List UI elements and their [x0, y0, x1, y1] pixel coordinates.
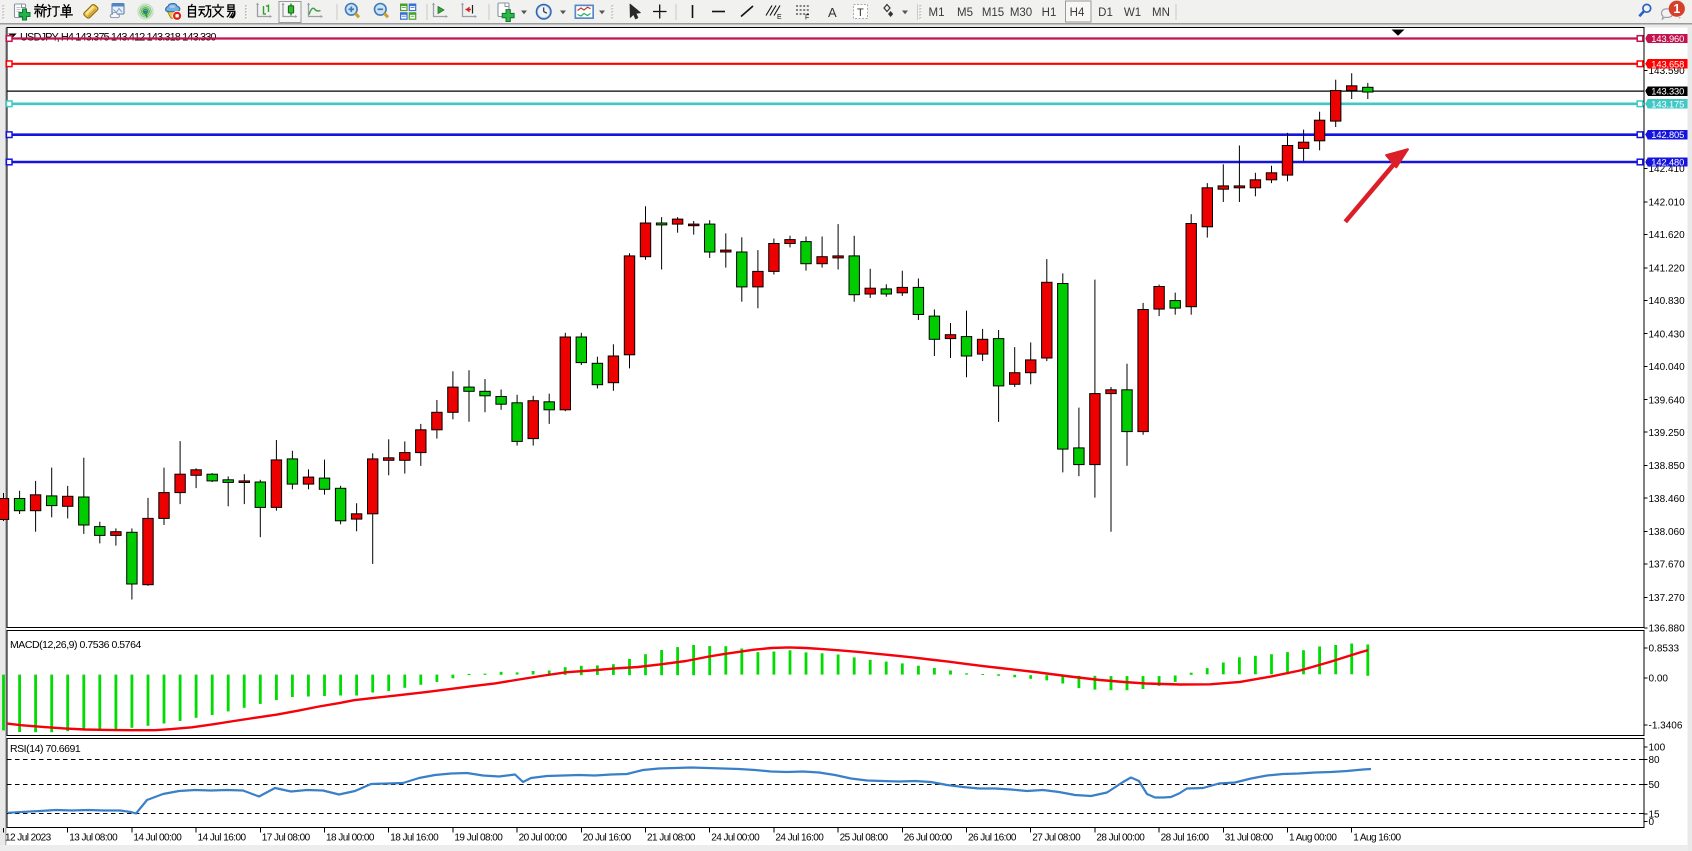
svg-text:21 Jul 08:00: 21 Jul 08:00	[647, 833, 696, 844]
svg-text:20 Jul 00:00: 20 Jul 00:00	[519, 833, 568, 844]
svg-text:0: 0	[1649, 817, 1655, 828]
svg-text:MACD(12,26,9) 0.7536 0.5764: MACD(12,26,9) 0.7536 0.5764	[10, 639, 141, 651]
svg-text:28 Jul 16:00: 28 Jul 16:00	[1161, 833, 1210, 844]
svg-text:31 Jul 08:00: 31 Jul 08:00	[1225, 833, 1274, 844]
svg-text:M5: M5	[957, 7, 973, 19]
svg-text:140.830: 140.830	[1649, 296, 1686, 307]
svg-text:D1: D1	[1098, 7, 1113, 19]
svg-text:139.250: 139.250	[1649, 428, 1686, 439]
svg-text:143.175: 143.175	[1651, 99, 1684, 109]
svg-text:100: 100	[1649, 743, 1666, 754]
svg-text:1 Aug 00:00: 1 Aug 00:00	[1289, 833, 1337, 844]
svg-text:15: 15	[1649, 810, 1661, 821]
svg-text:28 Jul 00:00: 28 Jul 00:00	[1096, 833, 1145, 844]
svg-text:142.010: 142.010	[1649, 198, 1686, 209]
svg-text:140.040: 140.040	[1649, 362, 1686, 373]
svg-text:0.00: 0.00	[1649, 674, 1669, 685]
svg-text:1: 1	[1673, 2, 1680, 16]
svg-text:139.640: 139.640	[1649, 395, 1686, 406]
svg-text:137.270: 137.270	[1649, 593, 1686, 604]
svg-text:142.410: 142.410	[1649, 164, 1686, 175]
svg-text:19 Jul 08:00: 19 Jul 08:00	[454, 833, 503, 844]
svg-text:A: A	[828, 5, 837, 20]
svg-text:27 Jul 08:00: 27 Jul 08:00	[1032, 833, 1081, 844]
svg-text:20 Jul 16:00: 20 Jul 16:00	[583, 833, 632, 844]
svg-text:24 Jul 16:00: 24 Jul 16:00	[775, 833, 824, 844]
svg-text:W1: W1	[1124, 7, 1141, 19]
svg-text:143.330: 143.330	[1651, 87, 1684, 97]
svg-text:26 Jul 16:00: 26 Jul 16:00	[968, 833, 1017, 844]
svg-text:24 Jul 00:00: 24 Jul 00:00	[711, 833, 760, 844]
svg-text:13 Jul 08:00: 13 Jul 08:00	[69, 833, 118, 844]
svg-text:18 Jul 00:00: 18 Jul 00:00	[326, 833, 375, 844]
svg-text:14 Jul 16:00: 14 Jul 16:00	[198, 833, 247, 844]
svg-text:80: 80	[1649, 755, 1661, 766]
svg-text:H1: H1	[1042, 7, 1057, 19]
svg-text:0.8533: 0.8533	[1649, 644, 1680, 655]
svg-text:142.480: 142.480	[1651, 158, 1684, 168]
svg-text:F: F	[805, 15, 809, 22]
svg-text:136.880: 136.880	[1649, 624, 1686, 635]
svg-text:18 Jul 16:00: 18 Jul 16:00	[390, 833, 439, 844]
svg-text:M15: M15	[982, 7, 1004, 19]
svg-text:H4: H4	[1070, 7, 1085, 19]
svg-text:12 Jul 2023: 12 Jul 2023	[5, 833, 52, 844]
svg-text:25 Jul 08:00: 25 Jul 08:00	[840, 833, 889, 844]
svg-text:140.430: 140.430	[1649, 329, 1686, 340]
svg-text:26 Jul 00:00: 26 Jul 00:00	[904, 833, 953, 844]
svg-text:RSI(14) 70.6691: RSI(14) 70.6691	[10, 743, 81, 755]
svg-text:M1: M1	[929, 7, 945, 19]
svg-text:138.060: 138.060	[1649, 527, 1686, 538]
svg-text:MN: MN	[1152, 7, 1170, 19]
svg-text:E: E	[777, 14, 782, 21]
svg-text:138.850: 138.850	[1649, 461, 1686, 472]
svg-text:142.805: 142.805	[1651, 130, 1684, 140]
svg-text:143.590: 143.590	[1649, 66, 1686, 77]
svg-text:1 Aug 16:00: 1 Aug 16:00	[1353, 833, 1401, 844]
svg-text:M30: M30	[1010, 7, 1032, 19]
svg-text:50: 50	[1649, 780, 1661, 791]
svg-text:141.620: 141.620	[1649, 230, 1686, 241]
svg-text:141.220: 141.220	[1649, 263, 1686, 274]
svg-text:14 Jul 00:00: 14 Jul 00:00	[133, 833, 182, 844]
svg-text:143.658: 143.658	[1651, 59, 1684, 69]
svg-text:143.960: 143.960	[1651, 34, 1684, 44]
svg-text:-1.3406: -1.3406	[1649, 721, 1683, 732]
svg-text:138.460: 138.460	[1649, 494, 1686, 505]
svg-text:17 Jul 08:00: 17 Jul 08:00	[262, 833, 311, 844]
svg-text:T: T	[857, 7, 864, 19]
svg-text:137.670: 137.670	[1649, 560, 1686, 571]
